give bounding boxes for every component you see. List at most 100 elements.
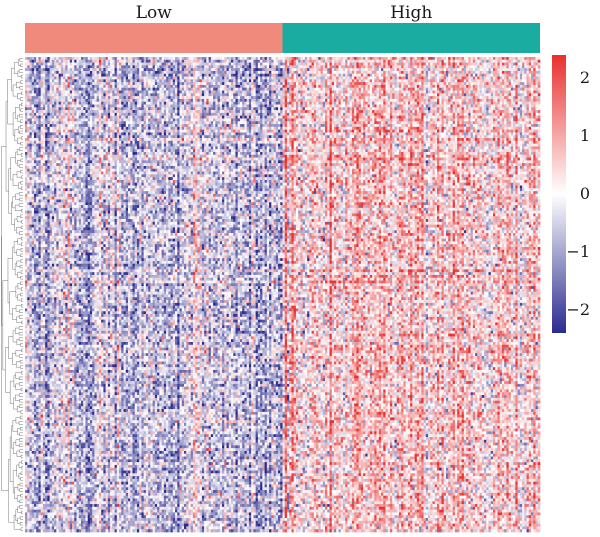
heatmap-cell (399, 57, 402, 60)
heatmap-cell (412, 65, 415, 68)
heatmap-cell (92, 68, 95, 71)
heatmap-cell (146, 65, 149, 68)
heatmap-cell (144, 57, 147, 60)
heatmap-cell (321, 63, 324, 66)
heatmap-cell (54, 65, 57, 68)
group-bar-low (25, 23, 283, 53)
heatmap-cell (238, 68, 241, 71)
heatmap-cell (412, 63, 415, 66)
heatmap-cell (110, 60, 113, 63)
heatmap-cell (524, 68, 527, 71)
heatmap-cell (112, 71, 115, 74)
heatmap-cell (54, 57, 57, 60)
heatmap-cell (522, 60, 525, 63)
heatmap-cell (126, 65, 129, 68)
heatmap-cell (390, 57, 393, 60)
heatmap-cell (527, 57, 530, 60)
heatmap-cell (513, 60, 516, 63)
heatmap-cell (220, 68, 223, 71)
heatmap-cell (159, 63, 162, 66)
heatmap-cell (410, 65, 413, 68)
heatmap-cell (296, 60, 299, 63)
heatmap-cell (83, 63, 86, 66)
heatmap-cell (235, 63, 238, 66)
heatmap-cell (343, 65, 346, 68)
heatmap-cell (79, 60, 82, 63)
heatmap-cell (229, 57, 232, 60)
heatmap-cell (112, 57, 115, 60)
heatmap-cell (36, 71, 39, 74)
heatmap-cell (314, 65, 317, 68)
heatmap-cell (265, 60, 268, 63)
heatmap-cell (509, 65, 512, 68)
heatmap-cell (204, 60, 207, 63)
heatmap-cell (45, 63, 48, 66)
heatmap-cell (182, 60, 185, 63)
heatmap-cell (493, 65, 496, 68)
heatmap-cell (224, 60, 227, 63)
heatmap-cell (269, 63, 272, 66)
row-dendrogram (2, 58, 24, 530)
heatmap-cell (459, 57, 462, 60)
heatmap-cell (493, 57, 496, 60)
heatmap-cell (59, 68, 62, 71)
heatmap-cell (280, 65, 283, 68)
heatmap-cell (513, 68, 516, 71)
heatmap-cell (34, 71, 37, 74)
heatmap-cell (27, 65, 30, 68)
heatmap-cell (242, 57, 245, 60)
heatmap-cell (108, 57, 111, 60)
heatmap-cell (381, 63, 384, 66)
heatmap-cell (365, 60, 368, 63)
heatmap-cell (446, 65, 449, 68)
heatmap-cell (484, 63, 487, 66)
heatmap-cell (388, 57, 391, 60)
heatmap-cell (191, 60, 194, 63)
dendrogram-branches (2, 58, 24, 530)
heatmap-cell (403, 60, 406, 63)
heatmap-cell (345, 60, 348, 63)
heatmap-cell (124, 68, 127, 71)
heatmap-cell (200, 57, 203, 60)
heatmap-cell (34, 65, 37, 68)
heatmap-cell (392, 57, 395, 60)
heatmap-cell (128, 57, 131, 60)
heatmap-cell (251, 68, 254, 71)
heatmap-cell (262, 60, 265, 63)
heatmap-cell (65, 65, 68, 68)
heatmap-cell (424, 65, 427, 68)
heatmap-cell (184, 68, 187, 71)
heatmap-cell (531, 65, 534, 68)
heatmap-cell (368, 65, 371, 68)
heatmap-cell (509, 60, 512, 63)
heatmap-cell (74, 63, 77, 66)
heatmap-cell (72, 57, 75, 60)
heatmap-cell (430, 63, 433, 66)
heatmap-cell (108, 65, 111, 68)
heatmap-cell (522, 68, 525, 71)
heatmap-cell (435, 57, 438, 60)
heatmap-cell (45, 68, 48, 71)
heatmap-cell (85, 71, 88, 74)
heatmap-cell (531, 60, 534, 63)
heatmap-cell (103, 60, 106, 63)
heatmap-cell (332, 60, 335, 63)
heatmap-cell (466, 65, 469, 68)
heatmap-cell (191, 57, 194, 60)
heatmap-cell (354, 63, 357, 66)
heatmap-cell (538, 65, 541, 68)
heatmap-cell (195, 68, 198, 71)
heatmap-cell (99, 57, 102, 60)
heatmap-cell (341, 68, 344, 71)
heatmap-cell (103, 63, 106, 66)
heatmap-cell (477, 68, 480, 71)
heatmap-cell (206, 68, 209, 71)
heatmap-cell (38, 68, 41, 71)
heatmap-cell (148, 63, 151, 66)
heatmap-cell (231, 68, 234, 71)
heatmap-cell (79, 57, 82, 60)
heatmap-cell (388, 63, 391, 66)
heatmap-cell (448, 60, 451, 63)
heatmap-cell (455, 63, 458, 66)
heatmap-cell (180, 60, 183, 63)
